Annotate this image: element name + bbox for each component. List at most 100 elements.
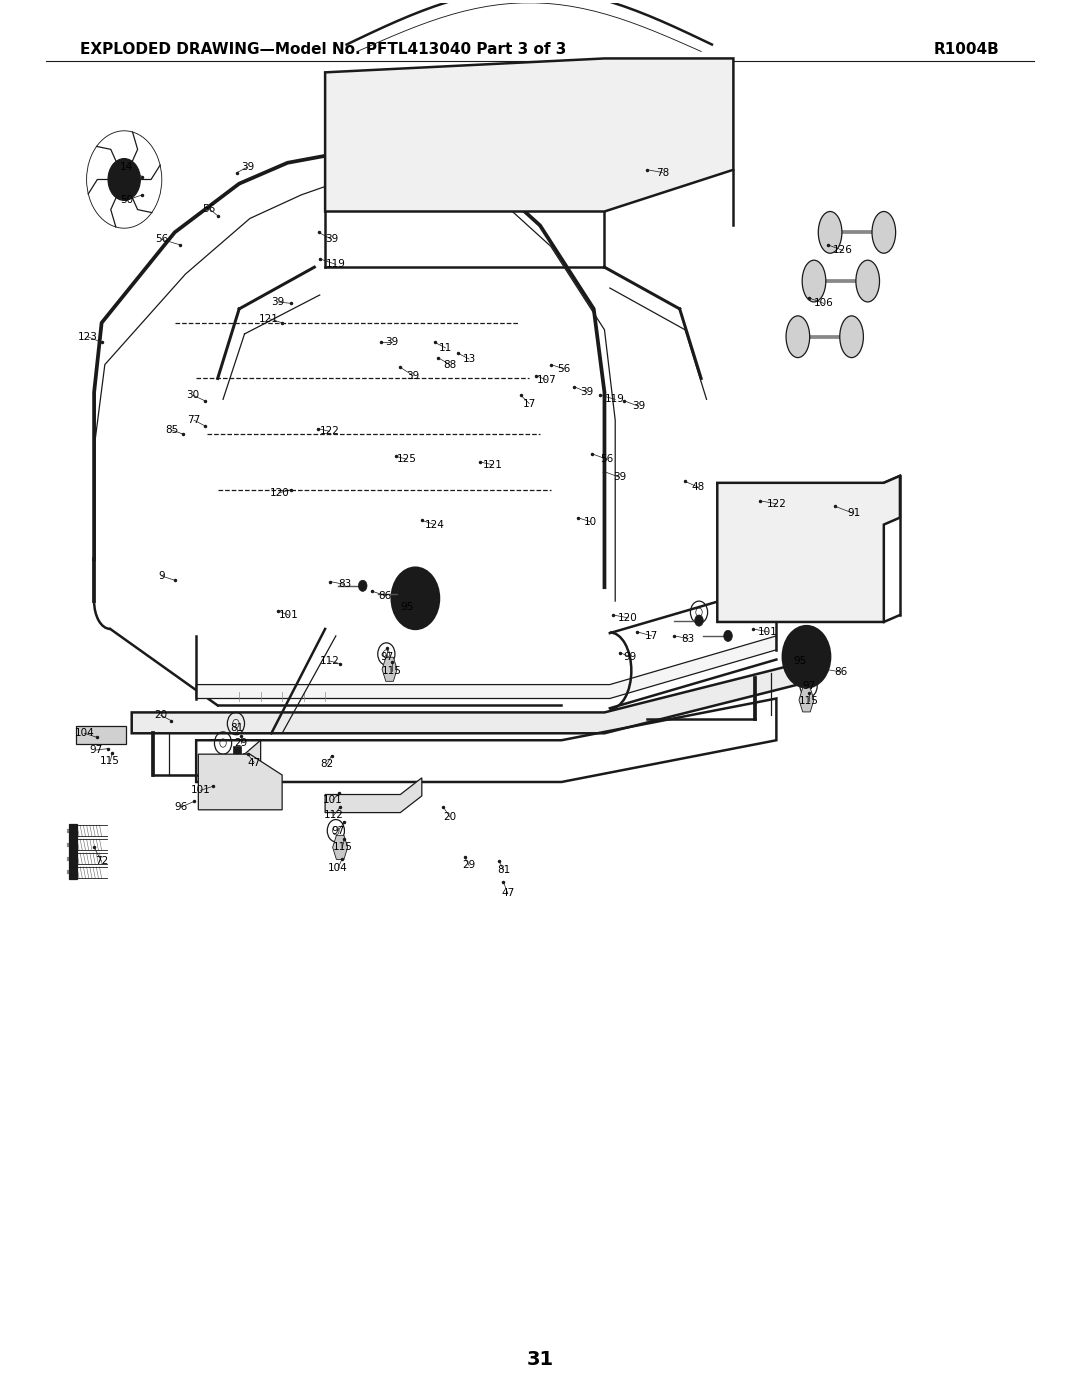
Polygon shape — [197, 636, 777, 698]
Circle shape — [399, 588, 407, 599]
Polygon shape — [799, 687, 814, 712]
Text: 48: 48 — [691, 482, 704, 492]
Text: 95: 95 — [401, 602, 414, 612]
Bar — [69, 852, 77, 866]
Text: 56: 56 — [202, 204, 216, 214]
Text: 123: 123 — [78, 331, 97, 342]
Text: 39: 39 — [386, 337, 399, 348]
Circle shape — [403, 581, 429, 615]
Text: 120: 120 — [618, 613, 638, 623]
Text: EXPLODED DRAWING—Model No. PFTL413040 Part 3 of 3: EXPLODED DRAWING—Model No. PFTL413040 Pa… — [80, 42, 567, 57]
Circle shape — [724, 630, 732, 641]
Text: 85: 85 — [165, 425, 178, 434]
Text: 17: 17 — [523, 398, 536, 408]
Text: 30: 30 — [187, 390, 200, 400]
Text: 14: 14 — [120, 162, 133, 172]
Text: 39: 39 — [612, 472, 626, 482]
Polygon shape — [199, 754, 282, 810]
Text: 120: 120 — [270, 488, 289, 497]
Text: 91: 91 — [847, 509, 861, 518]
Text: 29: 29 — [234, 738, 248, 747]
Text: 20: 20 — [443, 812, 457, 821]
Ellipse shape — [819, 211, 842, 253]
Text: 39: 39 — [271, 298, 284, 307]
Polygon shape — [717, 476, 900, 622]
Polygon shape — [325, 59, 733, 211]
Text: 56: 56 — [600, 454, 613, 464]
Text: 106: 106 — [813, 299, 834, 309]
Text: 115: 115 — [333, 842, 352, 852]
Text: 39: 39 — [406, 370, 420, 381]
Circle shape — [783, 626, 831, 687]
Bar — [69, 866, 77, 879]
Polygon shape — [382, 657, 397, 682]
Text: 56: 56 — [557, 363, 570, 374]
Text: 9: 9 — [159, 571, 165, 581]
Text: 101: 101 — [190, 785, 211, 795]
Circle shape — [794, 640, 820, 673]
Text: 56: 56 — [156, 235, 168, 244]
Text: 10: 10 — [584, 517, 597, 527]
Text: 83: 83 — [338, 580, 351, 590]
Polygon shape — [132, 664, 798, 733]
Text: 39: 39 — [581, 387, 594, 397]
Text: 122: 122 — [320, 426, 339, 436]
Text: 112: 112 — [320, 657, 339, 666]
Text: 31: 31 — [526, 1350, 554, 1369]
Text: 124: 124 — [424, 520, 445, 529]
Text: 97: 97 — [802, 680, 815, 692]
Text: 72: 72 — [95, 856, 108, 866]
Ellipse shape — [855, 260, 879, 302]
Text: 104: 104 — [328, 863, 348, 873]
Text: 126: 126 — [833, 246, 853, 256]
Text: 86: 86 — [379, 591, 392, 601]
Text: 104: 104 — [75, 728, 94, 738]
Text: 20: 20 — [154, 710, 167, 721]
Circle shape — [359, 580, 367, 591]
Ellipse shape — [872, 211, 895, 253]
Text: 81: 81 — [497, 865, 510, 875]
Text: 82: 82 — [321, 759, 334, 768]
Text: 99: 99 — [623, 652, 637, 662]
Polygon shape — [203, 740, 260, 778]
Text: 39: 39 — [325, 235, 338, 244]
Text: 13: 13 — [462, 353, 475, 365]
Text: 81: 81 — [230, 722, 244, 732]
Text: 88: 88 — [443, 359, 457, 370]
Text: 83: 83 — [681, 634, 694, 644]
Text: 115: 115 — [382, 666, 402, 676]
Text: 119: 119 — [605, 394, 625, 404]
Text: 77: 77 — [188, 415, 201, 425]
Text: 95: 95 — [794, 657, 807, 666]
Text: 96: 96 — [175, 802, 188, 812]
Text: 101: 101 — [758, 627, 778, 637]
Circle shape — [694, 615, 703, 626]
Text: 112: 112 — [324, 810, 343, 820]
Text: 17: 17 — [645, 631, 659, 641]
Text: 11: 11 — [438, 342, 453, 353]
Text: R1004B: R1004B — [934, 42, 1000, 57]
Bar — [540, 87, 690, 176]
Circle shape — [392, 567, 438, 629]
Text: 47: 47 — [247, 757, 261, 767]
Ellipse shape — [786, 316, 810, 358]
Ellipse shape — [802, 260, 826, 302]
Text: 125: 125 — [396, 454, 417, 464]
Bar — [232, 746, 241, 754]
Text: 29: 29 — [462, 861, 475, 870]
Text: 78: 78 — [656, 168, 670, 177]
Circle shape — [802, 651, 811, 662]
Bar — [243, 753, 252, 761]
Text: 119: 119 — [326, 260, 346, 270]
Text: 121: 121 — [483, 460, 502, 469]
Text: 39: 39 — [632, 401, 646, 411]
Text: 107: 107 — [537, 374, 556, 384]
Bar — [368, 87, 529, 176]
Polygon shape — [333, 835, 348, 859]
Text: 86: 86 — [834, 666, 848, 678]
Text: 97: 97 — [90, 745, 103, 754]
Text: 115: 115 — [799, 696, 819, 707]
Text: 97: 97 — [332, 826, 345, 835]
Circle shape — [108, 159, 140, 200]
Text: 122: 122 — [767, 499, 786, 509]
